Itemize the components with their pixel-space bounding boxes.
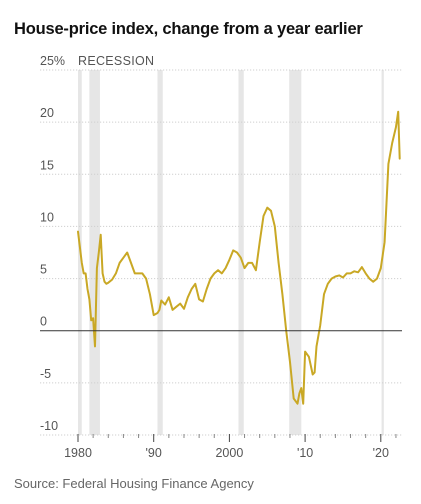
y-tick-label: 20 [40, 106, 54, 120]
recession-band [157, 70, 163, 435]
chart-title: House-price index, change from a year ea… [14, 20, 363, 38]
series-layer [40, 110, 402, 405]
y-tick-label: 25% [40, 54, 65, 68]
y-tick-label: 15 [40, 158, 54, 172]
recession-band [289, 70, 302, 435]
y-tick-label: 0 [40, 315, 47, 329]
x-tick-label: 2000 [215, 446, 243, 460]
recession-bands [78, 70, 384, 435]
recession-band [89, 70, 100, 435]
x-tick-label: '20 [373, 446, 389, 460]
grid-lines [40, 69, 402, 436]
source-note: Source: Federal Housing Finance Agency [14, 476, 254, 491]
x-tick-label: 1980 [64, 446, 92, 460]
recession-band [238, 70, 244, 435]
x-tick-label: '10 [297, 446, 313, 460]
recession-label: RECESSION [78, 54, 154, 68]
y-tick-label: 10 [40, 210, 54, 224]
series-line [77, 110, 401, 405]
x-axis: 1980 '90 2000 '10 '20 [64, 434, 397, 460]
y-tick-label: -5 [40, 367, 51, 381]
x-tick-label: '90 [146, 446, 162, 460]
y-tick-label: 5 [40, 263, 47, 277]
y-axis-tick-labels: 25% 20 15 10 5 0 -5 -10 RECESSION [40, 54, 154, 433]
y-tick-label: -10 [40, 419, 58, 433]
